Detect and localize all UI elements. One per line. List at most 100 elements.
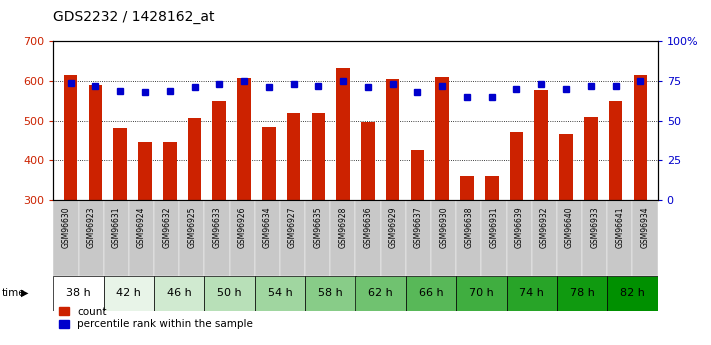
Bar [582,200,607,276]
Bar [188,118,201,200]
Bar [104,276,154,310]
Bar [356,276,406,310]
Bar [104,200,129,276]
Bar [607,276,658,310]
Bar [532,200,557,276]
Bar [154,200,179,276]
Bar [460,176,474,200]
Text: GSM96934: GSM96934 [641,206,650,248]
Text: GSM96630: GSM96630 [61,206,70,248]
Bar [633,200,658,276]
Bar [634,75,647,200]
Bar [64,75,77,200]
Bar [205,200,230,276]
Text: 66 h: 66 h [419,288,444,298]
Text: GSM96930: GSM96930 [439,206,448,248]
Bar [255,200,280,276]
Legend: count, percentile rank within the sample: count, percentile rank within the sample [58,307,253,329]
Bar [435,77,449,200]
Bar [560,134,573,200]
Bar [557,200,582,276]
Text: GSM96632: GSM96632 [162,206,171,248]
Bar [584,117,598,200]
Text: GSM96637: GSM96637 [414,206,423,248]
Bar [78,200,104,276]
Bar [406,276,456,310]
Text: GSM96638: GSM96638 [464,206,474,248]
Bar [481,200,506,276]
Bar [138,142,151,200]
Bar [255,276,305,310]
Bar [163,142,176,200]
Text: 58 h: 58 h [318,288,343,298]
Text: 42 h: 42 h [117,288,141,298]
Bar [361,122,375,200]
Text: GSM96631: GSM96631 [112,206,121,248]
Text: GSM96924: GSM96924 [137,206,146,248]
Text: 62 h: 62 h [368,288,393,298]
Bar [431,200,456,276]
Bar [535,90,548,200]
Bar [53,200,78,276]
Bar [311,113,325,200]
Bar [386,79,400,200]
Text: 54 h: 54 h [267,288,292,298]
Text: GSM96633: GSM96633 [213,206,222,248]
Text: GSM96928: GSM96928 [338,206,348,248]
Bar [262,128,276,200]
Text: 78 h: 78 h [570,288,594,298]
Text: GSM96923: GSM96923 [87,206,95,248]
Bar [456,276,506,310]
Text: ▶: ▶ [21,288,29,298]
Text: GSM96931: GSM96931 [489,206,498,248]
Text: GSM96635: GSM96635 [314,206,322,248]
Text: 46 h: 46 h [167,288,191,298]
Bar [607,200,633,276]
Bar [113,128,127,200]
Bar [336,68,350,200]
Text: 50 h: 50 h [218,288,242,298]
Text: GSM96926: GSM96926 [237,206,247,248]
Bar [331,200,356,276]
Bar [506,276,557,310]
Text: 70 h: 70 h [469,288,493,298]
Bar [485,176,498,200]
Bar [129,200,154,276]
Bar [557,276,607,310]
Text: GSM96927: GSM96927 [288,206,297,248]
Bar [356,200,380,276]
Bar [213,101,226,200]
Bar [205,276,255,310]
Bar [53,276,104,310]
Text: GSM96932: GSM96932 [540,206,549,248]
Bar [406,200,431,276]
Text: GSM96925: GSM96925 [187,206,196,248]
Text: GSM96634: GSM96634 [263,206,272,248]
Bar [506,200,532,276]
Bar [456,200,481,276]
Bar [89,85,102,200]
Bar [154,276,205,310]
Bar [287,113,300,200]
Text: GSM96641: GSM96641 [616,206,624,248]
Bar [411,150,424,200]
Bar [305,276,356,310]
Text: GSM96636: GSM96636 [363,206,373,248]
Text: GSM96639: GSM96639 [515,206,524,248]
Bar [510,132,523,200]
Bar [609,101,622,200]
Text: GDS2232 / 1428162_at: GDS2232 / 1428162_at [53,10,215,24]
Bar [237,78,251,200]
Text: 74 h: 74 h [519,288,544,298]
Text: 38 h: 38 h [66,288,91,298]
Text: time: time [1,288,25,298]
Bar [280,200,305,276]
Bar [380,200,406,276]
Text: GSM96640: GSM96640 [565,206,574,248]
Bar [305,200,331,276]
Bar [179,200,205,276]
Text: 82 h: 82 h [620,288,645,298]
Text: GSM96929: GSM96929 [389,206,397,248]
Text: GSM96933: GSM96933 [590,206,599,248]
Bar [230,200,255,276]
